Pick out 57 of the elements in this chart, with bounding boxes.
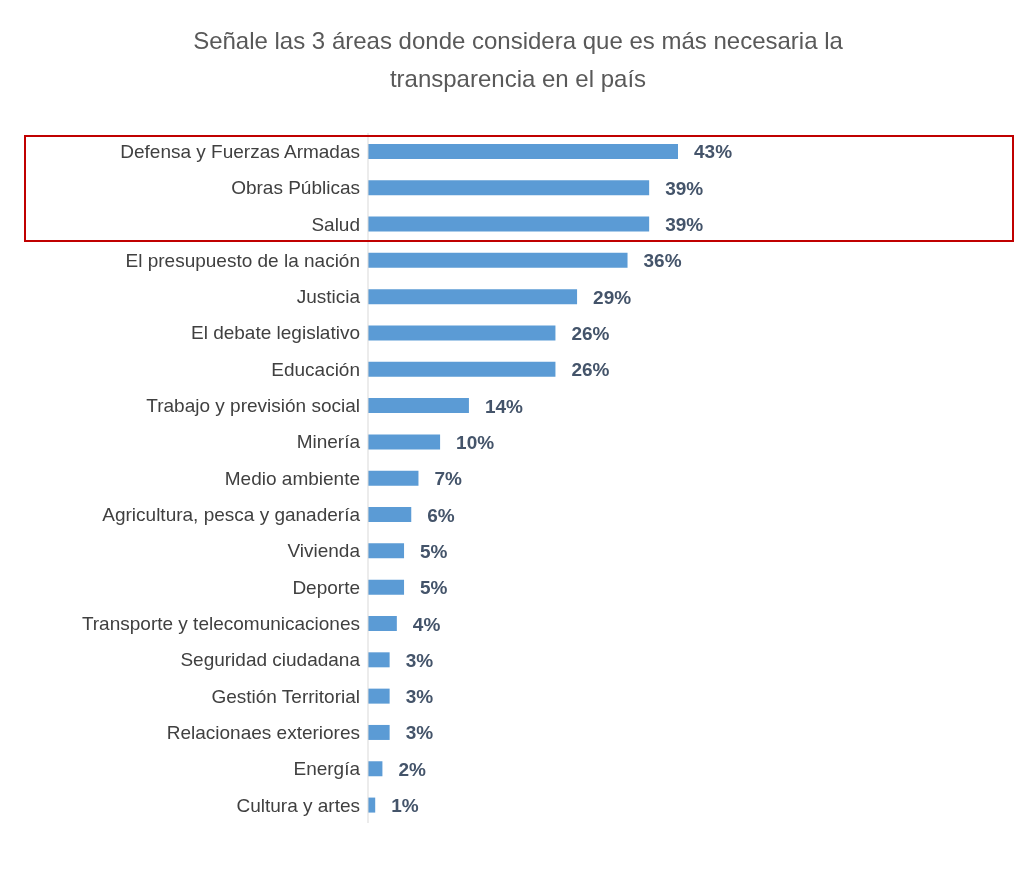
data-label: 10% — [456, 431, 495, 453]
y-tick-label: Justicia — [296, 286, 361, 308]
y-tick-label: Energía — [293, 758, 361, 780]
y-tick-label: Relacionaes exteriores — [166, 721, 360, 743]
data-label: 39% — [665, 214, 704, 236]
y-tick-label: El debate legislativo — [191, 322, 360, 344]
data-label: 36% — [643, 250, 682, 272]
data-label: 4% — [412, 613, 441, 635]
bar — [368, 579, 405, 595]
bar — [368, 216, 650, 232]
bar — [368, 543, 405, 559]
bar — [368, 724, 390, 740]
data-label: 2% — [398, 758, 426, 780]
y-tick-label: Salud — [311, 213, 360, 235]
bar — [368, 143, 678, 159]
bar — [368, 470, 419, 486]
y-tick-label: Trabajo y previsión social — [146, 395, 360, 417]
y-tick-label: Medio ambiente — [224, 467, 360, 489]
bar — [368, 325, 556, 341]
bar — [368, 434, 441, 450]
data-label: 3% — [405, 722, 434, 744]
y-tick-label: Seguridad ciudadana — [180, 649, 361, 671]
bar — [368, 398, 469, 414]
bar — [368, 616, 397, 631]
y-tick-label: Transporte y telecomunicaciones — [81, 613, 360, 635]
y-tick-label: Educación — [271, 358, 360, 380]
bar — [368, 180, 650, 196]
data-label: 14% — [484, 395, 524, 417]
bar — [368, 252, 628, 268]
bar — [368, 652, 390, 668]
data-label: 39% — [665, 177, 704, 199]
data-label: 26% — [571, 322, 610, 344]
y-tick-label: Deporte — [292, 576, 360, 598]
data-label: 5% — [420, 577, 448, 599]
y-tick-label: Defensa y Fuerzas Armadas — [120, 140, 360, 162]
chart-title: Señale las 3 áreas donde considera que es más necesaria la transparencia en el país — [192, 26, 844, 94]
data-label: 1% — [391, 795, 419, 817]
y-tick-label: Vivienda — [287, 540, 361, 562]
y-tick-label: Obras Públicas — [231, 177, 360, 199]
data-label: 3% — [405, 686, 434, 708]
data-label: 43% — [694, 141, 733, 163]
bar — [368, 688, 390, 704]
y-tick-label: Agricultura, pesca y ganadería — [102, 504, 361, 526]
bar — [368, 761, 383, 777]
bar — [368, 289, 578, 305]
data-label: 26% — [571, 359, 610, 381]
y-tick-label: Gestión Territorial — [211, 685, 360, 707]
y-tick-label: Minería — [296, 431, 361, 453]
data-label: 7% — [434, 468, 463, 490]
y-tick-label: Cultura y artes — [236, 794, 360, 816]
data-label: 6% — [427, 504, 455, 526]
bar — [368, 361, 556, 377]
data-label: 3% — [405, 649, 434, 671]
bar — [368, 507, 412, 523]
data-label: 5% — [420, 540, 448, 562]
data-label: 29% — [593, 286, 632, 308]
y-tick-label: El presupuesto de la nación — [125, 249, 360, 271]
